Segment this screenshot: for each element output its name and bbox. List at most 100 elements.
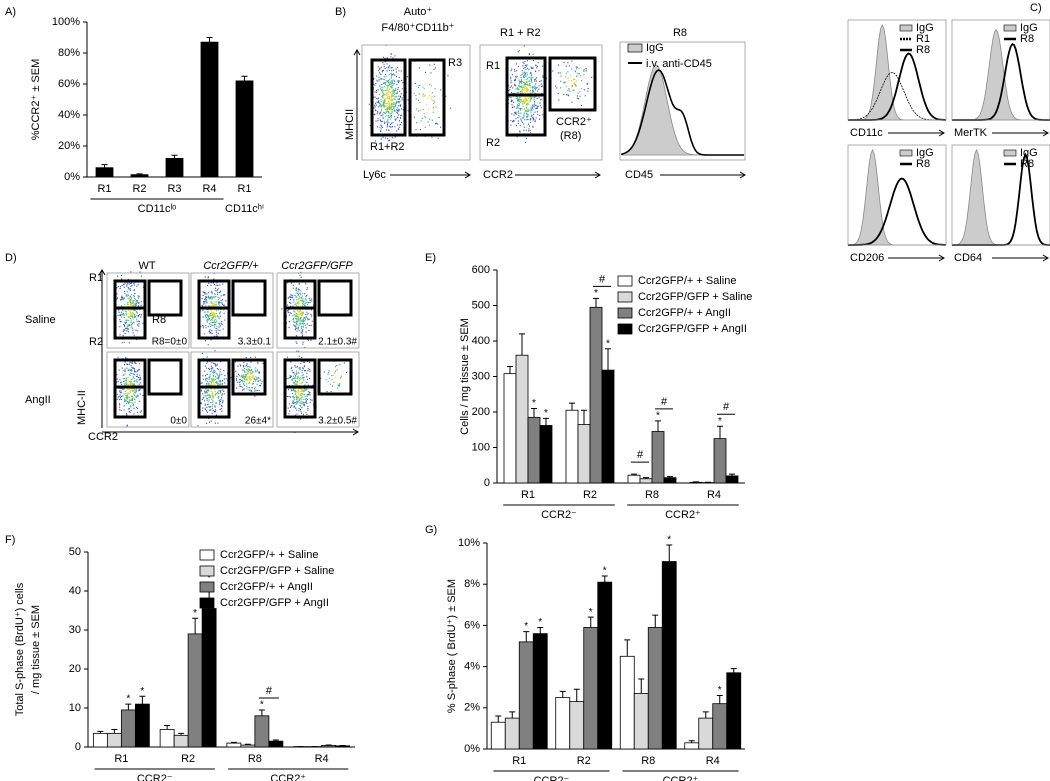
y-tick-label: 80% bbox=[58, 47, 80, 59]
x-tick-label: R4 bbox=[315, 753, 329, 765]
gate bbox=[317, 358, 353, 396]
bar bbox=[698, 717, 714, 750]
bar bbox=[539, 425, 553, 484]
bar bbox=[651, 431, 665, 484]
error-bar bbox=[717, 425, 723, 439]
group-label: CD11cʰⁱ bbox=[225, 203, 264, 215]
flow-dots bbox=[284, 350, 315, 433]
axis-label: CCR2 bbox=[483, 169, 513, 181]
error-bar bbox=[531, 407, 537, 418]
flow-dots bbox=[413, 85, 436, 128]
x-tick-label: R2 bbox=[181, 753, 195, 765]
bar bbox=[504, 717, 520, 750]
x-tick-label: R8 bbox=[248, 753, 262, 765]
bar bbox=[335, 745, 351, 748]
flow-dots bbox=[384, 90, 393, 108]
x-tick-label: R2 bbox=[583, 489, 597, 501]
group-label: CCR2⁻ bbox=[137, 773, 173, 781]
x-tick-label: R2 bbox=[132, 183, 146, 195]
bar bbox=[577, 424, 591, 484]
error-bar bbox=[631, 473, 637, 476]
bar bbox=[130, 174, 149, 178]
error-bar bbox=[730, 668, 737, 673]
legend-swatch bbox=[199, 565, 215, 577]
flow-dots bbox=[197, 350, 229, 427]
column-header: Ccr2GFP/GFP bbox=[281, 260, 353, 272]
legend-label: Ccr2GFP/GFP + Saline bbox=[220, 565, 334, 577]
flow-dots bbox=[294, 297, 306, 322]
x-tick-label: R1 bbox=[114, 753, 128, 765]
error-bar bbox=[543, 417, 549, 426]
y-tick-label: 4% bbox=[464, 661, 480, 673]
flow-dots bbox=[563, 72, 578, 89]
flow-dots bbox=[521, 86, 530, 105]
bar bbox=[165, 157, 184, 178]
error-bar bbox=[509, 711, 516, 719]
axis-arrow bbox=[888, 254, 945, 262]
legend-label: Ccr2GFP/GFP + AngII bbox=[220, 597, 329, 609]
legend-label: i.v. anti-CD45 bbox=[646, 58, 712, 70]
bar bbox=[200, 41, 219, 178]
x-tick-label: R8 bbox=[645, 489, 659, 501]
legend-swatch bbox=[899, 24, 913, 32]
bar bbox=[726, 672, 742, 750]
panel-label: A) bbox=[5, 6, 16, 18]
error-bar bbox=[573, 688, 580, 702]
plot-title: F4/80⁺CD11b⁺ bbox=[381, 22, 454, 34]
panel-label: E) bbox=[425, 252, 436, 264]
bar bbox=[92, 732, 108, 748]
significance-label: * bbox=[589, 607, 593, 618]
bar bbox=[589, 306, 603, 484]
bar bbox=[503, 373, 517, 484]
y-tick-label: 10 bbox=[69, 702, 81, 714]
significance-label: * bbox=[532, 398, 536, 409]
y-tick-label: 60% bbox=[58, 78, 80, 90]
flow-dots bbox=[204, 369, 222, 408]
axis-label: CD64 bbox=[954, 252, 982, 264]
error-bar bbox=[523, 631, 530, 642]
flow-dots bbox=[368, 44, 410, 151]
gate bbox=[231, 358, 267, 396]
bar bbox=[583, 627, 599, 750]
legend-label: IgG bbox=[646, 42, 664, 54]
significance-label: * bbox=[544, 408, 548, 419]
x-tick-label: R1 bbox=[521, 489, 535, 501]
legend-swatch bbox=[617, 323, 633, 335]
legend-label: IgG bbox=[916, 147, 934, 159]
error-bar bbox=[688, 740, 695, 743]
gate-label: R2 bbox=[89, 336, 103, 348]
flow-dots bbox=[245, 373, 254, 383]
legend-swatch bbox=[617, 291, 633, 303]
error-bar bbox=[125, 703, 132, 710]
x-tick-label: R4 bbox=[707, 489, 721, 501]
legend-swatch bbox=[627, 43, 643, 53]
error-bar bbox=[164, 725, 171, 730]
flow-dots bbox=[208, 376, 220, 401]
legend-label: R1 bbox=[916, 33, 930, 45]
flow-dots bbox=[242, 368, 257, 385]
axis-arrow bbox=[102, 428, 359, 436]
bracket-label: # bbox=[599, 273, 606, 285]
axis-label: MHCII bbox=[344, 109, 356, 140]
significance-label: * bbox=[656, 411, 660, 422]
axis-title: % S-phase ( BrdU⁺) ± SEM bbox=[446, 579, 458, 713]
panel-label: F) bbox=[5, 534, 15, 546]
flow-dots bbox=[514, 71, 537, 121]
legend-swatch bbox=[199, 549, 215, 561]
count-label: 3.2±0.5# bbox=[318, 416, 357, 427]
error-bar bbox=[241, 75, 248, 81]
legend-label: IgG bbox=[916, 22, 934, 34]
bar bbox=[240, 744, 256, 748]
gate bbox=[147, 279, 183, 317]
axis-label: CD45 bbox=[625, 169, 653, 181]
axis-arrow bbox=[353, 49, 361, 160]
flow-dots bbox=[550, 60, 593, 107]
plot-title: Auto⁺ bbox=[404, 6, 433, 18]
gate-label: R1 bbox=[89, 272, 103, 284]
legend-label: Ccr2GFP/GFP + AngII bbox=[638, 323, 747, 335]
y-tick-label: 50 bbox=[69, 546, 81, 558]
axis-title: Cells / mg tissue ± SEM bbox=[459, 318, 471, 435]
panel-label: C) bbox=[1030, 2, 1042, 14]
histogram bbox=[847, 72, 946, 121]
flow-dots bbox=[293, 375, 306, 402]
